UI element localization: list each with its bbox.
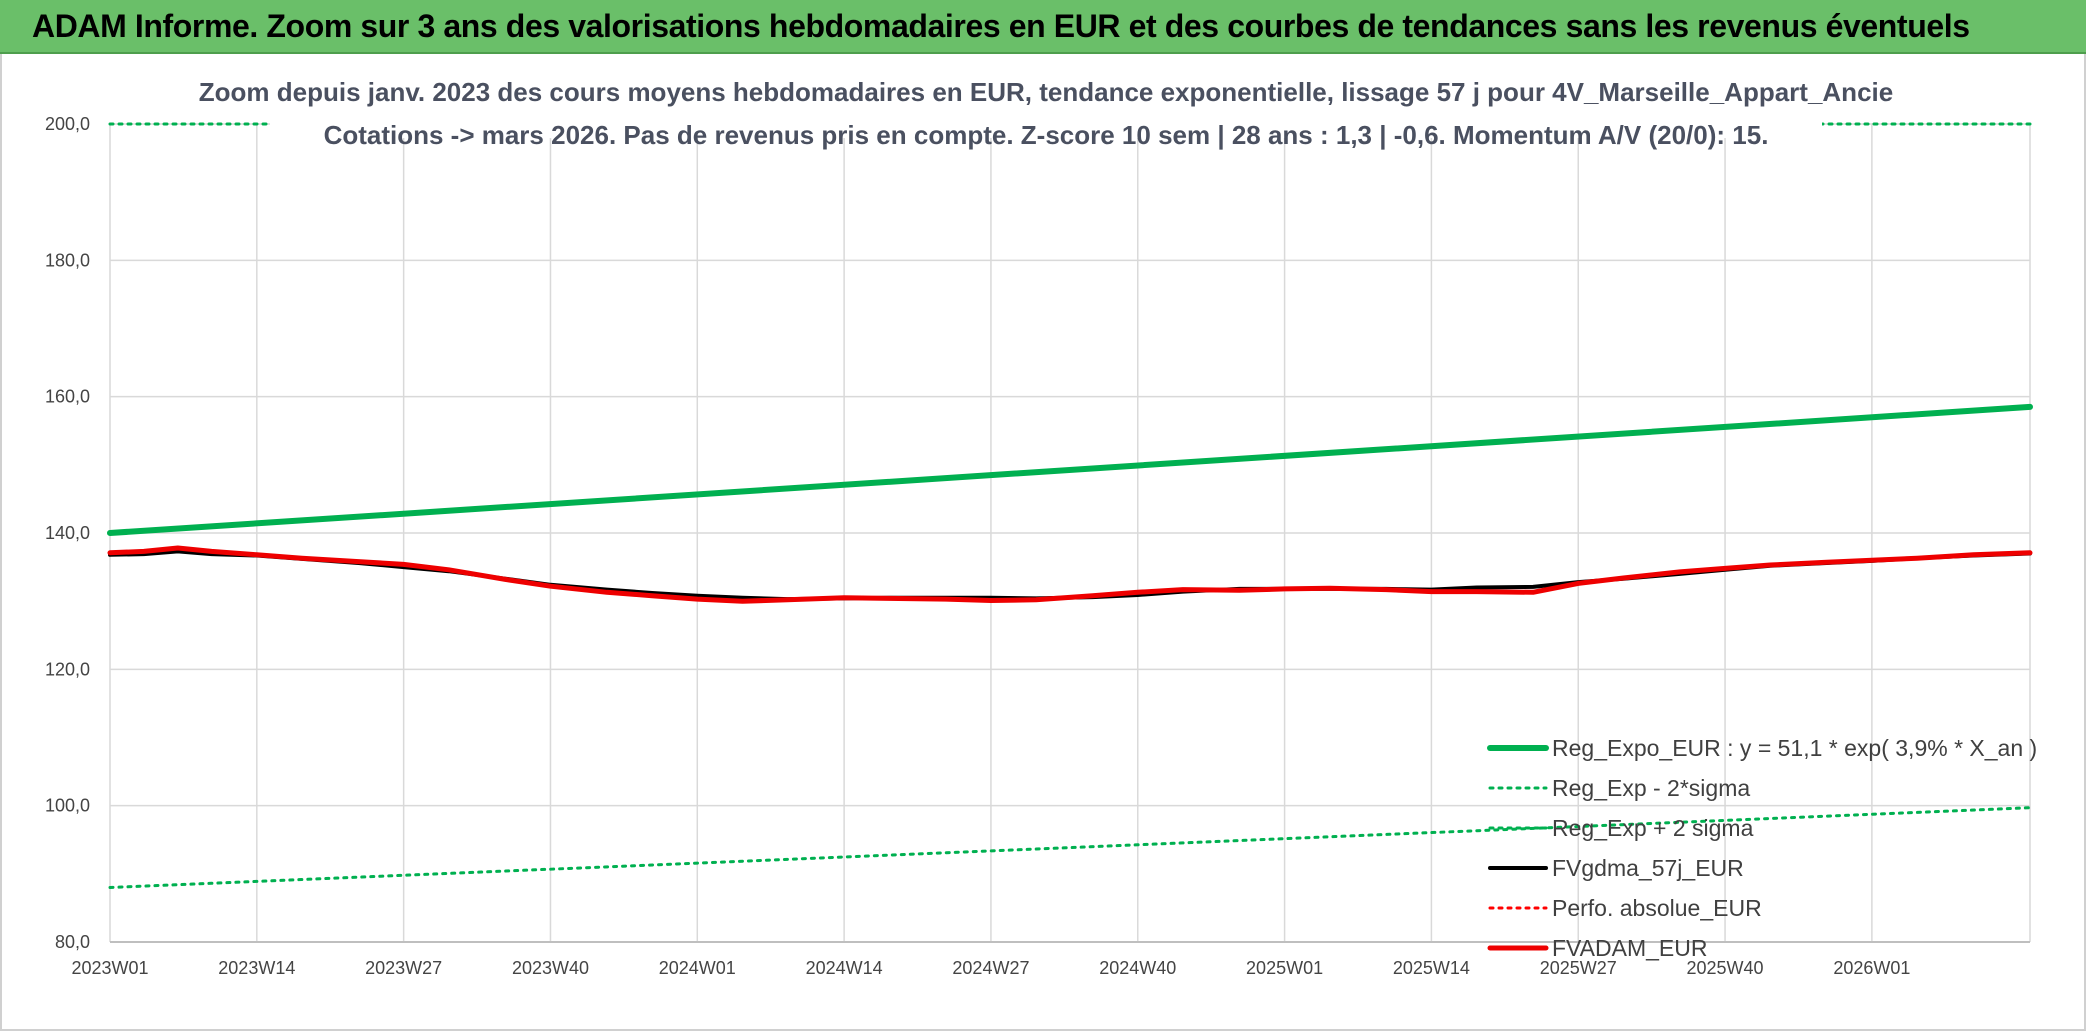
x-tick-label: 2024W01 [659, 958, 736, 978]
series-line-0 [107, 403, 2033, 536]
chart-title-line-1: Zoom depuis janv. 2023 des cours moyens … [199, 77, 1893, 107]
line-chart: 80,0 100,0 120,0 140,0 160,0 180,0 200,0 2023W0… [45, 60, 2037, 978]
y-tick-label: 180,0 [45, 250, 90, 270]
series-lines [107, 122, 2033, 889]
x-tick-label: 2025W40 [1687, 958, 1764, 978]
legend: Reg_Expo_EUR : y = 51,1 * exp( 3,9% * X_… [1487, 735, 2037, 961]
x-tick-label: 2026W01 [1833, 958, 1910, 978]
x-tick-label: 2025W14 [1393, 958, 1470, 978]
legend-label: Reg_Expo_EUR : y = 51,1 * exp( 3,9% * X_… [1552, 735, 2037, 761]
chart-frame: 80,0 100,0 120,0 140,0 160,0 180,0 200,0 2023W0… [0, 54, 2086, 1031]
x-tick-label: 2023W27 [365, 958, 442, 978]
grid [109, 123, 2031, 943]
y-tick-label: 120,0 [45, 659, 90, 679]
x-tick-label: 2023W14 [218, 958, 295, 978]
x-tick-label: 2024W27 [952, 958, 1029, 978]
y-tick-label: 200,0 [45, 114, 90, 134]
series-line-1 [108, 806, 2032, 889]
chart-title: Zoom depuis janv. 2023 des cours moyens … [199, 60, 1893, 150]
series-line-3 [108, 549, 2032, 602]
x-tick-label: 2024W14 [806, 958, 883, 978]
y-tick-label: 80,0 [55, 932, 90, 952]
x-tick-label: 2024W40 [1099, 958, 1176, 978]
chart-title-background [270, 60, 1822, 138]
chart-title-line-2: Cotations -> mars 2026. Pas de revenus p… [324, 120, 1769, 150]
x-tick-label: 2023W01 [71, 958, 148, 978]
x-tick-label: 2025W27 [1540, 958, 1617, 978]
y-tick-label: 160,0 [45, 387, 90, 407]
y-tick-label: 100,0 [45, 796, 90, 816]
legend-label: FVADAM_EUR [1552, 935, 1708, 961]
x-tick-label: 2025W01 [1246, 958, 1323, 978]
report-title: ADAM Informe. Zoom sur 3 ans des valoris… [32, 8, 1970, 44]
legend-label: Perfo. absolue_EUR [1552, 895, 1762, 921]
axes: 80,0 100,0 120,0 140,0 160,0 180,0 200,0 2023W0… [45, 114, 2030, 978]
x-tick-label: 2023W40 [512, 958, 589, 978]
legend-label: Reg_Exp - 2*sigma [1552, 775, 1750, 801]
report-banner: ADAM Informe. Zoom sur 3 ans des valoris… [0, 0, 2086, 54]
legend-label: Reg_Exp + 2 sigma [1552, 815, 1754, 841]
series-line-5 [107, 545, 2033, 604]
legend-label: FVgdma_57j_EUR [1552, 855, 1744, 881]
y-tick-label: 140,0 [45, 523, 90, 543]
